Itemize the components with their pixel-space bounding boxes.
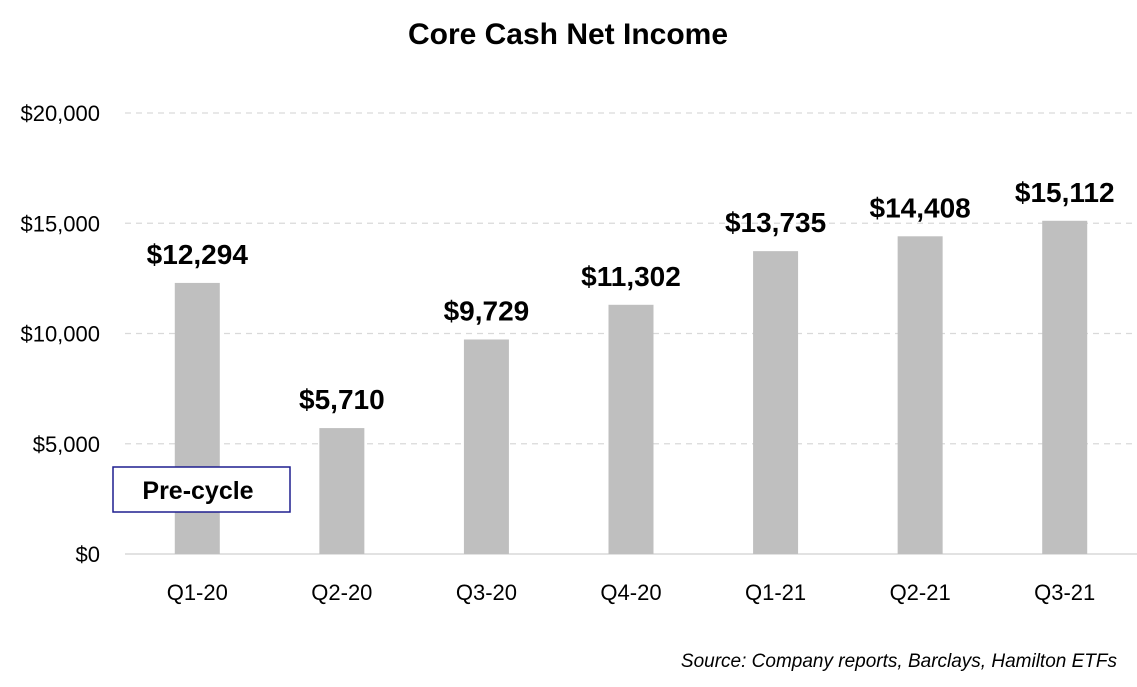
data-labels: $12,294 $5,710 $9,729 $11,302 $13,735 $14,408… [147, 177, 1115, 415]
y-tick-label: $20,000 [20, 101, 100, 126]
bars [174, 220, 1088, 555]
y-axis-ticks: $0 $5,000 $10,000 $15,000 $20,000 [20, 101, 100, 567]
x-tick-label: Q2-20 [311, 580, 372, 605]
x-tick-label: Q3-21 [1034, 580, 1095, 605]
chart-title: Core Cash Net Income [408, 18, 728, 51]
x-tick-label: Q1-21 [745, 580, 806, 605]
x-tick-label: Q4-20 [600, 580, 661, 605]
bar [1042, 220, 1088, 554]
bar [897, 236, 943, 555]
data-label: $12,294 [147, 239, 249, 270]
y-tick-label: $10,000 [20, 322, 100, 347]
data-label: $9,729 [444, 295, 530, 326]
pre-cycle-annotation-box [112, 466, 291, 513]
bar [608, 304, 654, 554]
pre-cycle-annotation-label: Pre-cycle [142, 477, 253, 505]
source-note: Source: Company reports, Barclays, Hamil… [681, 651, 1118, 672]
x-tick-label: Q1-20 [167, 580, 228, 605]
data-label: $14,408 [870, 192, 971, 223]
y-tick-label: $0 [76, 542, 100, 567]
bar [174, 282, 220, 554]
x-tick-label: Q2-21 [890, 580, 951, 605]
y-tick-label: $5,000 [33, 432, 100, 457]
annotation-group: Pre-cycle [112, 466, 291, 513]
data-label: $13,735 [725, 207, 826, 238]
data-label: $15,112 [1015, 177, 1115, 208]
bar [319, 428, 365, 554]
data-label: $11,302 [581, 261, 681, 292]
y-tick-label: $15,000 [20, 211, 100, 236]
data-label: $5,710 [299, 384, 385, 415]
x-axis-ticks: Q1-20 Q2-20 Q3-20 Q4-20 Q1-21 Q2-21 Q3-21 [167, 580, 1096, 605]
bar [463, 339, 509, 554]
bar [753, 251, 799, 554]
x-tick-label: Q3-20 [456, 580, 517, 605]
